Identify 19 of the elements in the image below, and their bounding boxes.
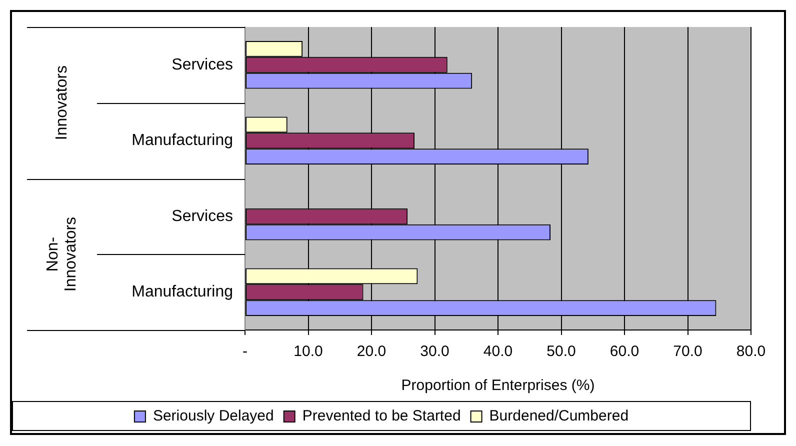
x-tick-label: 10.0 <box>294 343 323 360</box>
x-tick-label: 20.0 <box>356 343 386 360</box>
text: Innovators <box>53 65 70 140</box>
x-tick-label: 50.0 <box>546 343 576 360</box>
x-tick-label: 40.0 <box>483 343 513 360</box>
x-tick-label: - <box>242 343 248 360</box>
y-tick-label: Services <box>172 208 233 225</box>
legend-label: Prevented to be Started <box>302 408 461 425</box>
legend-label: Burdened/Cumbered <box>489 408 629 425</box>
y-tick-label: Manufacturing <box>132 284 233 301</box>
x-axis-title: Proportion of Enterprises (%) <box>401 377 595 394</box>
x-tick-label: 70.0 <box>673 343 702 360</box>
y-tick-label: Services <box>172 56 233 74</box>
x-tick-label: 80.0 <box>736 343 766 360</box>
x-tick-label: 30.0 <box>420 343 450 360</box>
legend-label: Seriously Delayed <box>152 408 274 425</box>
text: Non-Innovators <box>44 216 80 292</box>
x-tick-label: 60.0 <box>610 343 640 360</box>
y-tick-label: Manufacturing <box>132 132 233 150</box>
